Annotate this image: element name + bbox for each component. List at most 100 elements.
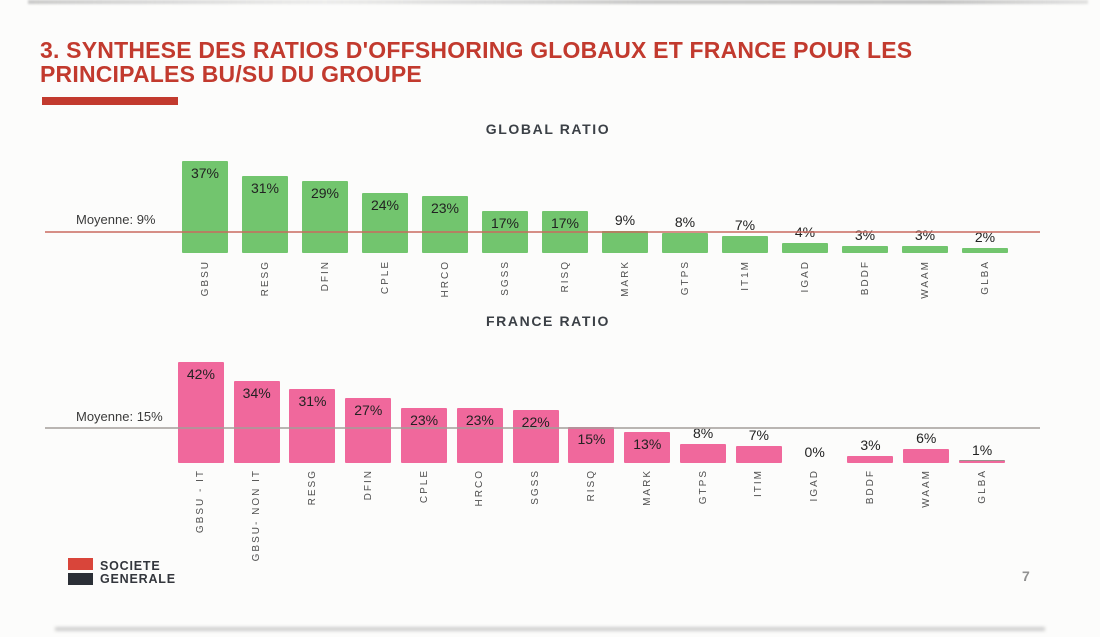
x-axis-label: HRCO [439, 260, 451, 298]
bar [662, 233, 708, 253]
bar [842, 245, 888, 253]
bar [847, 455, 894, 463]
x-axis-label-slot: GBSU - IT [173, 469, 229, 533]
scan-artifact-bottom [55, 627, 1045, 631]
bar-value-label: 27% [354, 402, 383, 419]
x-axis-label-slot: IT1M [715, 260, 775, 291]
bar [401, 407, 448, 463]
bar [177, 362, 224, 463]
bar-slot: 27% [340, 351, 396, 463]
x-axis-label: BDDF [864, 469, 876, 505]
bar-value-label: 7% [748, 427, 769, 444]
bar-value-label: 31% [250, 179, 280, 196]
bar-value-label: 13% [633, 435, 662, 452]
x-axis-label-slot: MARK [595, 260, 655, 297]
bar-slot: 7% [731, 351, 787, 463]
chart-title-global: GLOBAL RATIO [485, 121, 611, 137]
x-axis-label-slot: BDDF [835, 260, 895, 295]
bar [242, 175, 288, 253]
bar-slot: 2% [955, 141, 1015, 253]
bar-value-label: 23% [430, 199, 460, 216]
bar-slot: 8% [655, 141, 715, 253]
x-axis-label-slot: GTPS [655, 260, 715, 295]
x-axis-label-slot: RESG [235, 260, 295, 296]
x-axis-label: RISQ [559, 260, 571, 293]
x-axis-label: RESG [259, 260, 271, 297]
average-label-france: Moyenne: 15% [76, 409, 163, 424]
bar-slot: 3% [843, 351, 899, 463]
bar [903, 448, 950, 463]
bar-value-label: 8% [674, 214, 696, 230]
bar [456, 407, 503, 463]
x-axis-label-slot: GBSU [175, 260, 235, 296]
bar [182, 160, 228, 253]
bar-slot: 17% [535, 141, 595, 253]
bar-value-label: 1% [971, 441, 993, 458]
bar-slot: 3% [895, 141, 955, 253]
bar-value-label: 3% [860, 436, 881, 453]
bar-slot: 15% [564, 351, 620, 463]
bar-slot: 17% [475, 141, 535, 253]
bar-value-label: 3% [854, 226, 876, 243]
societe-generale-logo-icon [68, 558, 93, 585]
bar-slot: 23% [452, 351, 508, 463]
page-title: 3. SYNTHESE DES RATIOS D'OFFSHORING GLOB… [40, 38, 940, 86]
x-axis-label-slot: GLBA [954, 469, 1010, 504]
bar-slot: 23% [396, 351, 452, 463]
bar-slot: 13% [619, 351, 675, 463]
x-axis-label-slot: SGSS [475, 260, 535, 296]
x-axis-label: IT1M [739, 260, 751, 291]
x-axis-label: HRCO [474, 469, 486, 507]
bar-value-label: 3% [914, 226, 936, 243]
bar [782, 243, 828, 253]
bar [722, 235, 768, 253]
x-axis-label: IGAD [799, 260, 811, 293]
bars-france: 42% 34% 31% 27% 23% 23% 22% 15% 13% 8% 7% 0% 3% 6% 1% [173, 351, 1010, 463]
x-axis-label: RESG [306, 469, 318, 506]
bar [680, 443, 727, 463]
bar-slot: 22% [508, 351, 564, 463]
bar-slot: 9% [595, 141, 655, 253]
x-axis-labels-france: GBSU - IT GBSU- NON IT RESG DFIN CPLE HRCO SGS… [173, 469, 1010, 561]
x-axis-label: GLBA [979, 260, 991, 295]
title-underline [42, 97, 178, 105]
x-axis-label-slot: HRCO [452, 469, 508, 506]
bar-slot: 42% [173, 351, 229, 463]
bar-value-label: 29% [310, 184, 340, 201]
bar-slot: 6% [898, 351, 954, 463]
bar [289, 388, 336, 463]
average-label-global: Moyenne: 9% [76, 212, 156, 227]
bar [962, 248, 1008, 253]
bar-slot: 31% [285, 351, 341, 463]
bar [624, 431, 671, 463]
x-axis-label: SGSS [530, 469, 542, 505]
bar [233, 381, 280, 463]
bar-value-label: 15% [577, 431, 606, 447]
logo-text-line1: SOCIETE [100, 559, 161, 573]
bar [362, 193, 408, 253]
bar-value-label: 42% [186, 366, 215, 383]
x-axis-label-slot: CPLE [355, 260, 415, 294]
x-axis-label-slot: WAAM [895, 260, 955, 299]
bar-slot: 0% [787, 351, 843, 463]
bar [902, 245, 948, 253]
x-axis-label-slot: HRCO [415, 260, 475, 297]
x-axis-label: RISQ [585, 469, 597, 502]
x-axis-label-slot: RISQ [535, 260, 595, 292]
x-axis-label: IGAD [809, 469, 821, 502]
bar-value-label: 23% [465, 411, 494, 428]
x-axis-label-slot: GTPS [675, 469, 731, 504]
x-axis-label: WAAM [920, 469, 932, 508]
average-line-france [45, 427, 1040, 429]
bar-slot: 8% [675, 351, 731, 463]
logo-text-line2: GENERALE [100, 572, 176, 586]
x-axis-label-slot: RISQ [564, 469, 620, 501]
x-axis-label-slot: ITIM [731, 469, 787, 497]
bar-value-label: 24% [370, 197, 400, 213]
x-axis-label: WAAM [919, 260, 931, 299]
x-axis-label-slot: RESG [285, 469, 341, 505]
bar-value-label: 31% [298, 392, 327, 409]
x-axis-label: GTPS [679, 260, 691, 296]
bar [345, 398, 392, 463]
x-axis-label: MARK [641, 469, 653, 506]
